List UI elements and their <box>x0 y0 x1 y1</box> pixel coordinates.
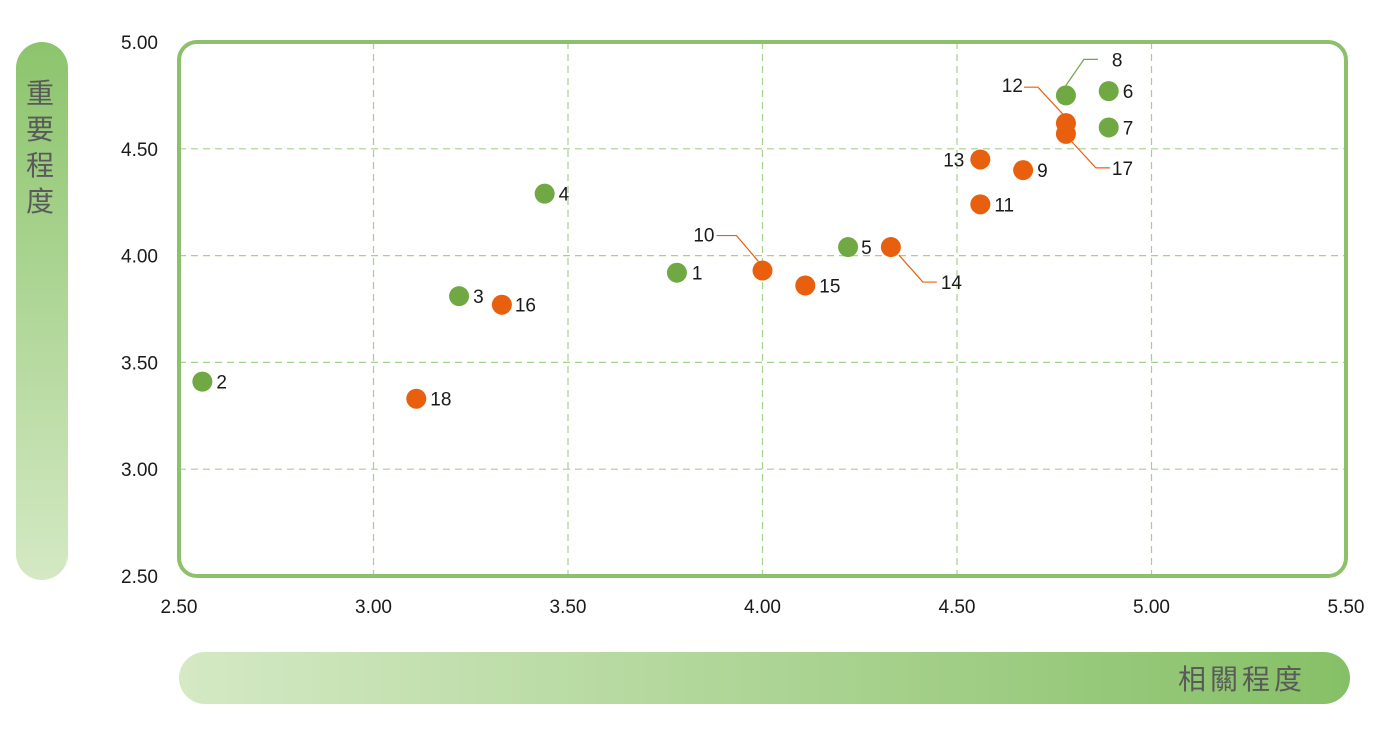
x-tick-label: 3.00 <box>355 597 392 618</box>
leader-line <box>898 254 937 283</box>
point-label: 15 <box>819 277 840 298</box>
point-label: 3 <box>473 287 484 308</box>
point-label: 4 <box>559 185 570 206</box>
point-label: 6 <box>1123 82 1134 103</box>
data-point <box>1098 81 1119 102</box>
x-tick-label: 4.00 <box>744 597 781 618</box>
point-label: 9 <box>1037 161 1048 182</box>
leader-line <box>1071 141 1110 169</box>
y-tick-labels: 2.50 3.00 3.50 4.00 4.50 5.00 <box>121 33 158 588</box>
data-point <box>1013 160 1034 181</box>
x-tick-label: 3.50 <box>550 597 587 618</box>
x-tick-label: 2.50 <box>161 597 198 618</box>
x-axis-title-bar <box>179 652 1350 704</box>
x-tick-label: 5.50 <box>1328 597 1365 618</box>
point-label: 2 <box>216 373 227 394</box>
grid-lines <box>179 42 1346 576</box>
x-tick-label: 4.50 <box>939 597 976 618</box>
data-point <box>880 237 901 258</box>
data-point <box>970 149 991 170</box>
point-label: 8 <box>1112 50 1123 71</box>
leader-line <box>1023 86 1064 115</box>
point-label: 5 <box>861 238 872 259</box>
y-tick-label: 4.00 <box>121 247 158 268</box>
point-label: 11 <box>994 195 1014 216</box>
point-label: 13 <box>943 150 964 171</box>
data-point <box>1055 123 1076 144</box>
y-axis-title-bar <box>16 42 68 580</box>
data-point <box>192 371 213 392</box>
x-tick-labels: 2.50 3.00 3.50 4.00 4.50 5.00 5.50 <box>161 597 1365 618</box>
y-tick-label: 3.50 <box>121 353 158 374</box>
data-point <box>1098 117 1119 138</box>
data-point <box>838 237 859 258</box>
x-axis-title: 相關程度 <box>1178 663 1306 696</box>
plot-frame <box>177 40 1348 578</box>
y-tick-label: 5.00 <box>121 33 158 54</box>
data-point <box>970 194 991 215</box>
data-point <box>406 388 427 409</box>
data-point <box>795 275 816 296</box>
y-tick-label: 3.00 <box>121 460 158 481</box>
point-label: 10 <box>693 226 714 247</box>
point-label: 14 <box>941 273 963 294</box>
leader-line <box>1065 58 1098 86</box>
y-tick-label: 2.50 <box>121 567 158 588</box>
point-label: 1 <box>692 264 703 285</box>
point-label: 7 <box>1123 118 1134 139</box>
data-point <box>752 260 773 281</box>
leader-line <box>716 234 759 262</box>
data-points <box>192 81 1119 409</box>
point-label: 12 <box>1002 76 1023 97</box>
data-point <box>491 294 512 315</box>
y-tick-label: 4.50 <box>121 140 158 161</box>
y-axis-title: 重要程度 <box>26 77 58 218</box>
point-label: 17 <box>1112 159 1133 180</box>
data-point <box>1055 85 1076 106</box>
data-point <box>534 183 555 204</box>
data-point <box>666 262 687 283</box>
point-label: 16 <box>515 296 536 317</box>
data-point <box>449 286 470 307</box>
leader-lines <box>716 58 1110 283</box>
x-tick-label: 5.00 <box>1133 597 1170 618</box>
point-label: 18 <box>430 390 451 411</box>
